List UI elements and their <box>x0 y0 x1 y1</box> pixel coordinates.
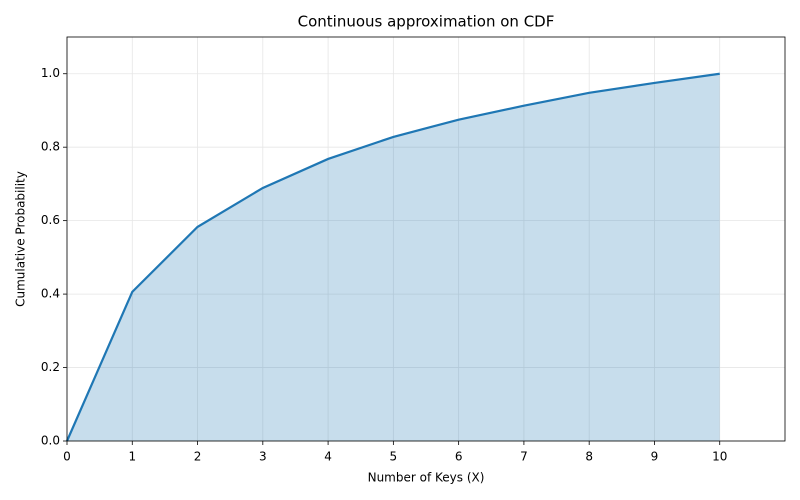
x-tick-label: 5 <box>390 450 398 464</box>
y-axis-label: Cumulative Probability <box>14 171 28 307</box>
y-tick-label: 0.6 <box>41 213 60 227</box>
y-tick-label: 0.0 <box>41 434 60 448</box>
x-tick-label: 6 <box>455 450 463 464</box>
x-axis-label: Number of Keys (X) <box>368 471 485 485</box>
x-tick-label: 4 <box>324 450 332 464</box>
y-tick-label: 0.8 <box>41 140 60 154</box>
plot-frame <box>66 36 786 442</box>
x-tick-label: 8 <box>585 450 593 464</box>
line <box>65 72 720 442</box>
x-tick-label: 2 <box>194 450 202 464</box>
y-tick-label: 1.0 <box>41 66 60 80</box>
x-tick-label: 0 <box>63 450 71 464</box>
x-tick-label: 3 <box>259 450 267 464</box>
x-tick-label: 10 <box>712 450 727 464</box>
y-tick-label: 0.4 <box>41 287 60 301</box>
area <box>67 73 720 442</box>
x-tick-label: 1 <box>128 450 136 464</box>
x-tick-label: 9 <box>651 450 659 464</box>
chart-title: Continuous approximation on CDF <box>298 13 555 31</box>
x-tick-label: 7 <box>520 450 528 464</box>
y-tick-label: 0.2 <box>41 360 60 374</box>
